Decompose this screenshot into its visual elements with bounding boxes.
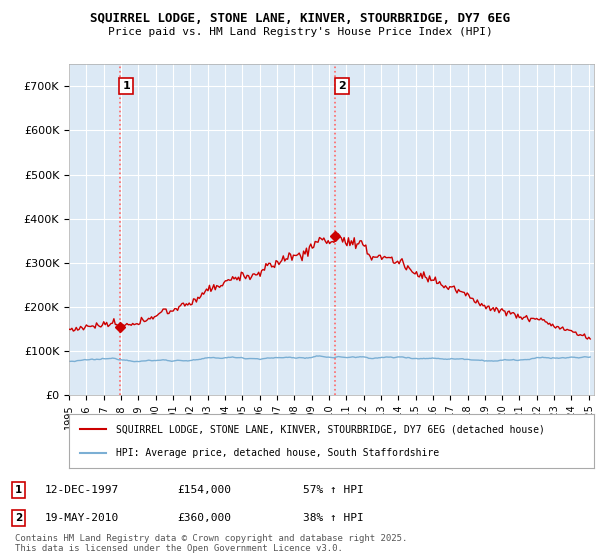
Text: 38% ↑ HPI: 38% ↑ HPI: [303, 513, 364, 523]
Text: 12-DEC-1997: 12-DEC-1997: [45, 485, 119, 495]
Text: 2: 2: [15, 513, 22, 523]
Text: Price paid vs. HM Land Registry's House Price Index (HPI): Price paid vs. HM Land Registry's House …: [107, 27, 493, 37]
Text: HPI: Average price, detached house, South Staffordshire: HPI: Average price, detached house, Sout…: [116, 447, 439, 458]
Text: SQUIRREL LODGE, STONE LANE, KINVER, STOURBRIDGE, DY7 6EG: SQUIRREL LODGE, STONE LANE, KINVER, STOU…: [90, 12, 510, 25]
Text: 2: 2: [338, 81, 346, 91]
Text: Contains HM Land Registry data © Crown copyright and database right 2025.
This d: Contains HM Land Registry data © Crown c…: [15, 534, 407, 553]
Text: 57% ↑ HPI: 57% ↑ HPI: [303, 485, 364, 495]
Text: £154,000: £154,000: [177, 485, 231, 495]
Text: 1: 1: [122, 81, 130, 91]
Text: 1: 1: [15, 485, 22, 495]
Text: 19-MAY-2010: 19-MAY-2010: [45, 513, 119, 523]
Text: SQUIRREL LODGE, STONE LANE, KINVER, STOURBRIDGE, DY7 6EG (detached house): SQUIRREL LODGE, STONE LANE, KINVER, STOU…: [116, 424, 545, 435]
Text: £360,000: £360,000: [177, 513, 231, 523]
